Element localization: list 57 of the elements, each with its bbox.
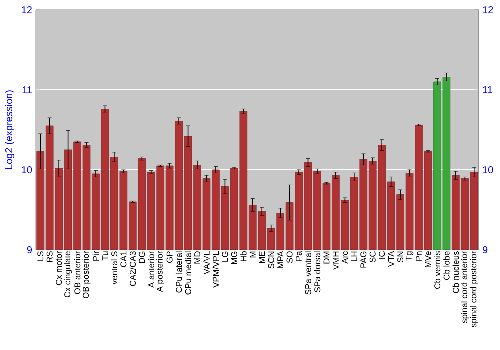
x-tick-label: DG bbox=[139, 252, 146, 264]
x-tick-label: ventral S bbox=[111, 252, 118, 285]
y-tick-label: 9 bbox=[27, 246, 32, 254]
x-tick-label: OB posterior bbox=[82, 251, 91, 299]
y2-tick-label: 12 bbox=[483, 6, 494, 14]
x-tick-label: LS bbox=[38, 252, 44, 261]
x-tick-label: VA/VL bbox=[204, 251, 210, 275]
x-tick-label: OB anterior bbox=[74, 251, 81, 294]
x-tick-label: Arc bbox=[342, 251, 348, 264]
x-tick-label: MD bbox=[194, 252, 200, 264]
x-tick-label: SCN bbox=[268, 252, 274, 269]
x-tick-label: Cb nucleus bbox=[452, 252, 460, 294]
x-tick-label: LH bbox=[351, 252, 358, 262]
x-tick-label: CA2/CA3 bbox=[130, 252, 136, 286]
x-tick-label: IC bbox=[379, 252, 386, 259]
x-tick-label: Hb bbox=[240, 252, 247, 262]
y-tick-label: 10 bbox=[22, 166, 32, 174]
x-tick-label: CPu lateral bbox=[176, 252, 182, 293]
x-tick-label: Tu bbox=[102, 252, 108, 261]
y-tick-label: 11 bbox=[22, 86, 32, 94]
x-tick-label: CA1 bbox=[120, 252, 127, 268]
x-tick-label: CPu medial bbox=[185, 252, 192, 295]
x-tick-label: PAG bbox=[360, 252, 367, 268]
x-tick-label: SO bbox=[286, 252, 293, 264]
x-tick-label: Pir bbox=[92, 251, 100, 261]
y2-tick-label: 10 bbox=[483, 166, 494, 174]
x-tick-label: A posterior bbox=[156, 251, 165, 292]
x-tick-label: A anterior bbox=[148, 251, 154, 288]
y-axis-title: Log2 (expression) bbox=[5, 90, 15, 170]
x-tick-label: SPa ventral bbox=[305, 252, 312, 295]
y2-tick-label: 9 bbox=[483, 246, 488, 254]
x-tick-label: MG bbox=[231, 252, 238, 264]
x-tick-label: spinal cord anterior bbox=[461, 251, 470, 324]
x-tick-label: Cx motor bbox=[56, 251, 62, 286]
x-tick-label: VPM/VPL bbox=[212, 251, 220, 288]
x-tick-label: DM bbox=[324, 252, 330, 264]
x-tick-label: Cb vermis bbox=[434, 252, 441, 290]
x-tick-label: VTA bbox=[388, 251, 394, 268]
x-tick-label: Pn bbox=[416, 252, 422, 261]
x-tick-label: VMH bbox=[333, 252, 339, 270]
x-tick-label: MPA bbox=[278, 251, 284, 268]
x-tick-label: RS bbox=[46, 252, 53, 262]
x-tick-label: M bbox=[250, 252, 256, 258]
x-tick-label: SC bbox=[370, 252, 376, 263]
x-tick-label: Pa bbox=[296, 251, 302, 261]
x-tick-label: GP bbox=[166, 252, 173, 264]
y2-tick-label: 11 bbox=[483, 86, 492, 94]
x-tick-label: SN bbox=[398, 252, 404, 263]
y-tick-label: 12 bbox=[22, 6, 32, 14]
x-tick-label: ME bbox=[259, 252, 266, 264]
x-tick-label: Tg bbox=[406, 252, 414, 261]
x-tick-label: SPa dorsal bbox=[314, 252, 321, 292]
x-tick-label: LG bbox=[222, 252, 228, 262]
x-tick-label: Cx cingulate bbox=[64, 252, 72, 298]
x-tick-label: MVe bbox=[425, 252, 432, 268]
x-tick-label: spinal cord posterior bbox=[470, 251, 478, 328]
x-tick-label: Cb lobe bbox=[444, 252, 450, 280]
